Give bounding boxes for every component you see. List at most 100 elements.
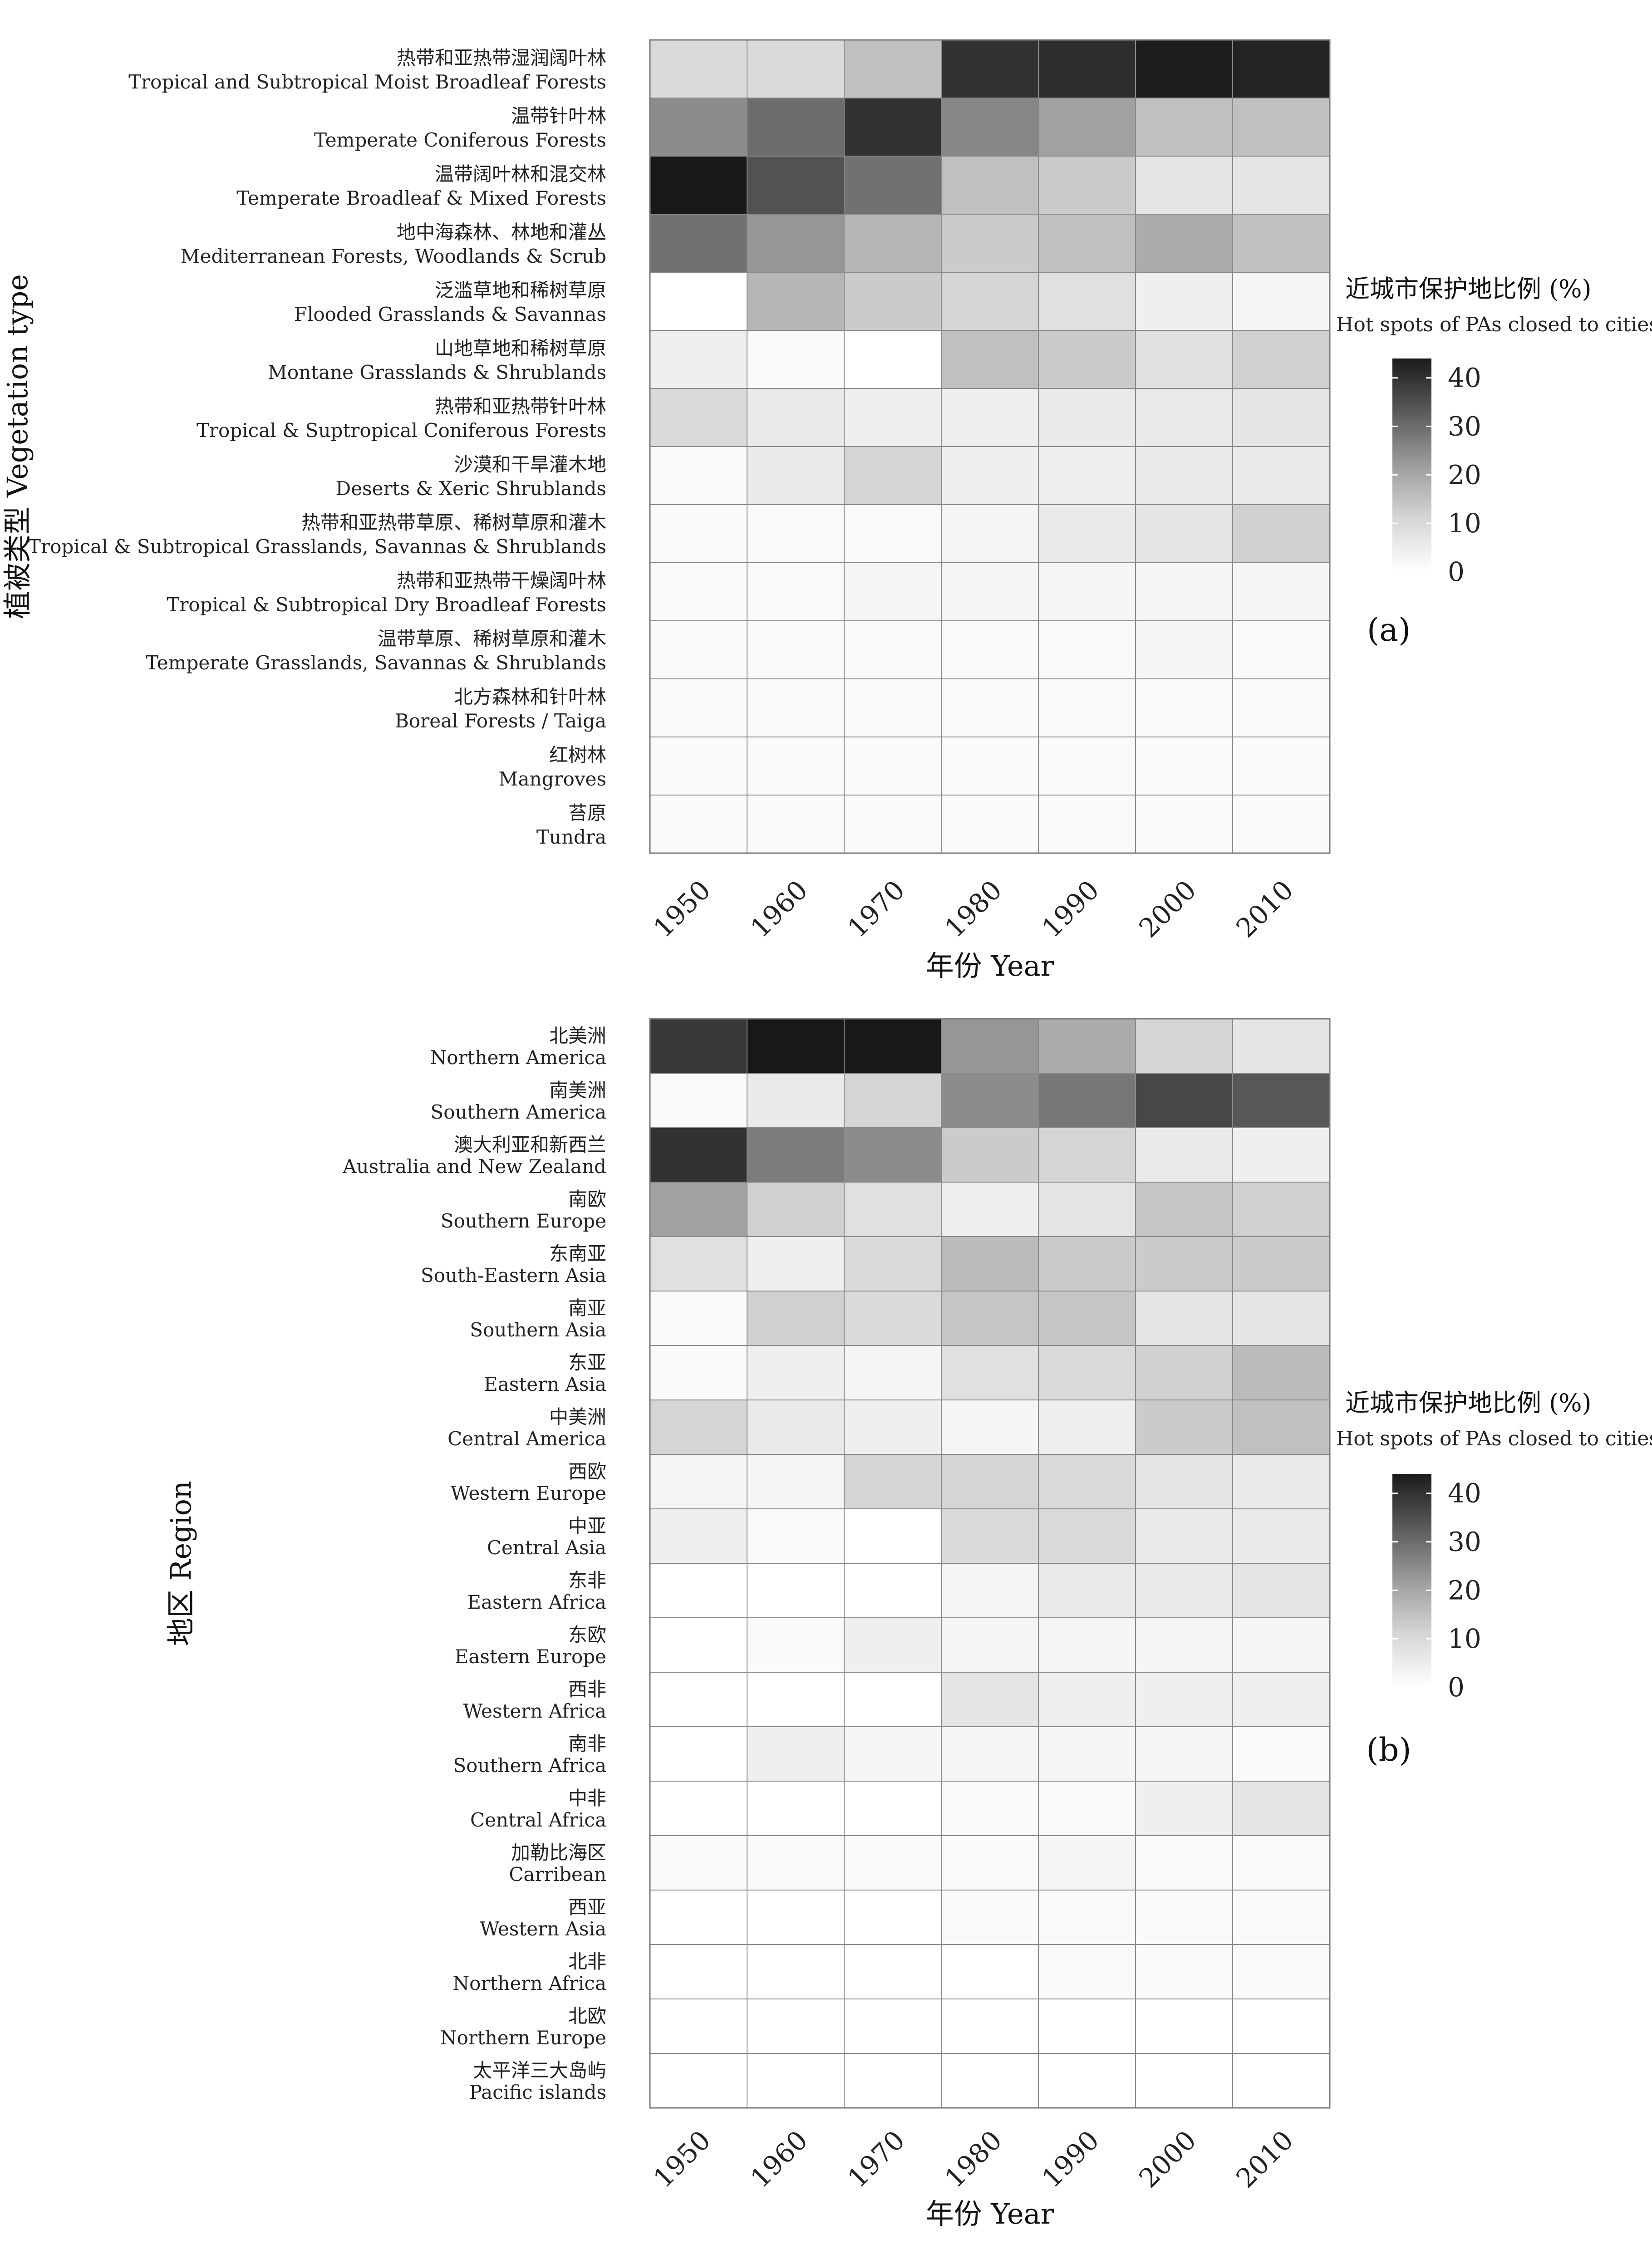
- y-label-en: Southern Asia: [470, 1319, 606, 1341]
- heatmap-cell: [1135, 795, 1233, 854]
- heatmap-cell: [1232, 39, 1330, 98]
- heatmap-cell: [747, 1182, 845, 1237]
- y-label-zh: 热带和亚热带干燥阔叶林: [397, 570, 606, 592]
- x-tick-label: 2010: [1230, 874, 1299, 943]
- heatmap-cell: [747, 272, 845, 331]
- y-label-en: Mangroves: [499, 768, 606, 790]
- y-label-zh: 北非: [568, 1950, 606, 1973]
- heatmap-cell: [747, 504, 845, 563]
- legend-tick-label: 30: [1448, 1527, 1481, 1557]
- y-label-en: Southern Europe: [441, 1210, 606, 1232]
- y-label-zh: 东亚: [568, 1351, 606, 1374]
- heatmap-cell: [1038, 1835, 1136, 1891]
- heatmap-frame: [649, 39, 1331, 854]
- legend-tick-label: 10: [1448, 508, 1481, 539]
- heatmap-cell: [1038, 214, 1136, 273]
- y-label-zh: 红树林: [549, 744, 606, 766]
- heatmap-cell: [1135, 272, 1233, 331]
- heatmap-cell: [844, 156, 942, 215]
- heatmap-cell: [747, 1672, 845, 1727]
- heatmap-cell: [747, 1454, 845, 1509]
- y-label-en: Northern America: [430, 1046, 606, 1069]
- heatmap-cell: [1135, 1781, 1233, 1836]
- heatmap-cell: [844, 1345, 942, 1400]
- heatmap-frame: [649, 1018, 1331, 2109]
- heatmap-cell: [747, 156, 845, 215]
- x-tick-label: 1970: [841, 874, 910, 943]
- heatmap-cell: [1135, 737, 1233, 795]
- heatmap-cell: [1135, 1835, 1233, 1891]
- y-label-zh: 太平洋三大岛屿: [473, 2059, 606, 2082]
- heatmap-cell: [747, 562, 845, 621]
- heatmap-cell: [1232, 1291, 1330, 1346]
- y-label-en: Tropical & Subtropical Grasslands, Savan…: [28, 535, 606, 558]
- y-label-zh: 澳大利亚和新西兰: [454, 1134, 606, 1156]
- heatmap-cell: [1135, 1563, 1233, 1618]
- y-axis-title: 地区 Region: [164, 1481, 197, 1646]
- heatmap-cell: [649, 678, 747, 737]
- heatmap-cell: [1232, 737, 1330, 795]
- heatmap-cell: [747, 678, 845, 737]
- heatmap-cell: [649, 1345, 747, 1400]
- y-label-zh: 南美洲: [549, 1079, 606, 1101]
- y-label-en: Southern Africa: [453, 1754, 606, 1777]
- heatmap-cell: [1135, 2053, 1233, 2108]
- heatmap-cell: [941, 562, 1039, 621]
- heatmap-cell: [941, 330, 1039, 389]
- legend-tick-label: 30: [1448, 411, 1481, 442]
- heatmap-cell: [649, 1999, 747, 2054]
- heatmap-cell: [649, 214, 747, 273]
- heatmap-cell: [1038, 1073, 1136, 1128]
- heatmap-cell: [1232, 1399, 1330, 1455]
- heatmap-cell: [844, 1508, 942, 1564]
- legend-tick-label: 0: [1448, 1672, 1465, 1703]
- heatmap-cell: [747, 620, 845, 679]
- heatmap-cell: [1232, 1182, 1330, 1237]
- heatmap-cell: [941, 1617, 1039, 1673]
- heatmap-cell: [1232, 330, 1330, 389]
- heatmap-cell: [1232, 795, 1330, 854]
- heatmap-cell: [941, 156, 1039, 215]
- heatmap-cell: [941, 620, 1039, 679]
- heatmap-cell: [941, 388, 1039, 447]
- y-label-zh: 西欧: [568, 1460, 606, 1483]
- heatmap-cell: [649, 1835, 747, 1891]
- x-tick-label: 1970: [841, 2125, 910, 2194]
- y-label-zh: 中美洲: [549, 1406, 606, 1428]
- heatmap-cell: [844, 39, 942, 98]
- y-label-en: Central America: [447, 1428, 606, 1450]
- x-axis-title: 年份 Year: [926, 2197, 1054, 2230]
- heatmap-cell: [1135, 1508, 1233, 1564]
- heatmap-cell: [1038, 1672, 1136, 1727]
- heatmap-cell: [941, 214, 1039, 273]
- x-tick-label: 1960: [744, 874, 813, 943]
- heatmap-cell: [844, 1454, 942, 1509]
- y-label-en: Temperate Broadleaf & Mixed Forests: [236, 187, 606, 209]
- x-tick-label: 1990: [1036, 2125, 1105, 2194]
- heatmap-cell: [747, 1563, 845, 1618]
- heatmap-cell: [649, 1399, 747, 1455]
- heatmap-cell: [1135, 562, 1233, 621]
- legend-tick-label: 40: [1448, 363, 1481, 393]
- heatmap-cell: [747, 1726, 845, 1782]
- y-label-en: Western Africa: [463, 1700, 606, 1722]
- heatmap-cell: [941, 1073, 1039, 1128]
- heatmap-cell: [941, 446, 1039, 505]
- heatmap-cell: [844, 1944, 942, 1999]
- heatmap-cell: [1232, 1073, 1330, 1128]
- y-label-en: Australia and New Zealand: [342, 1155, 606, 1178]
- heatmap-cell: [1135, 1890, 1233, 1945]
- heatmap-cell: [1135, 330, 1233, 389]
- heatmap-cell: [1232, 1454, 1330, 1509]
- heatmap-cell: [1232, 98, 1330, 157]
- heatmap-cell: [1135, 156, 1233, 215]
- heatmap-cell: [747, 1018, 845, 1074]
- y-label-zh: 东南亚: [549, 1242, 606, 1265]
- heatmap-cell: [844, 1890, 942, 1945]
- y-label-zh: 中亚: [568, 1515, 606, 1537]
- y-label-zh: 山地草地和稀树草原: [435, 337, 606, 359]
- heatmap-cell: [941, 1508, 1039, 1564]
- y-label-en: Mediterranean Forests, Woodlands & Scrub: [181, 245, 606, 267]
